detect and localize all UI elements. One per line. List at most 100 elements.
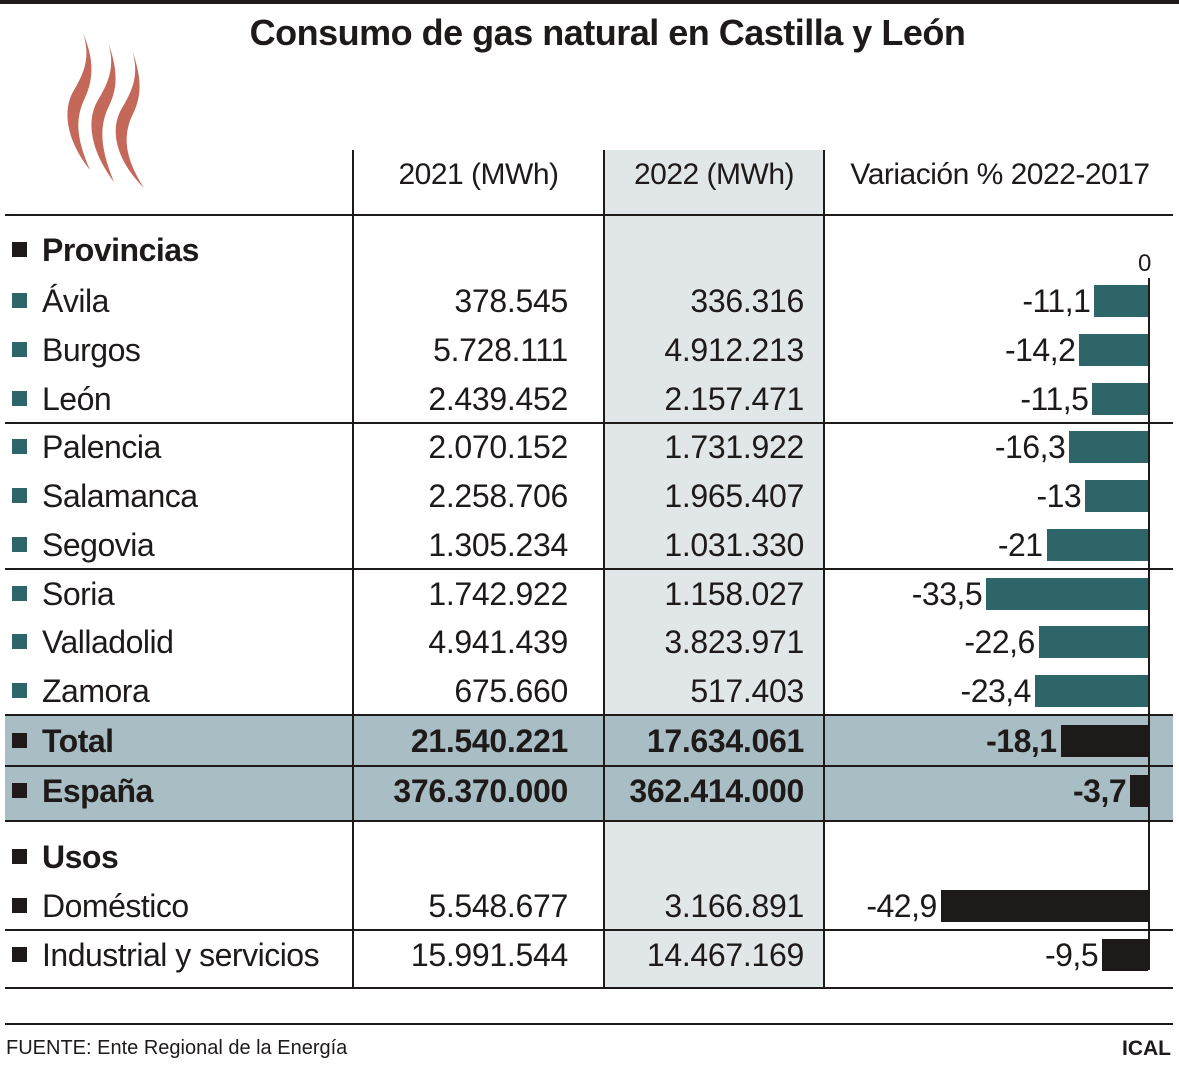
section-label: Provincias [42,232,199,268]
variation-bar [1038,626,1148,658]
axis-zero-label: 0 [1138,250,1152,277]
value-2021: 2.439.452 [428,381,568,417]
value-2022: 517.403 [690,673,804,709]
value-2021: 2.258.706 [428,478,568,514]
value-2022: 1.158.027 [664,576,804,612]
variation-label: -21 [997,527,1043,563]
value-2021: 4.941.439 [428,624,568,660]
square-bullet-icon [12,849,27,865]
column-header-variation: Variación % 2022-2017 [850,158,1150,191]
row-label: Industrial y servicios [12,932,320,978]
total-band [5,716,1173,766]
column-header-2021: 2021 (MWh) [398,158,559,191]
value-2021: 15.991.544 [410,937,568,973]
value-2022: 2.157.471 [664,381,804,417]
row-label: Soria [12,571,115,617]
row-label-text: Zamora [42,673,150,709]
row-label-text: Industrial y servicios [42,937,320,973]
value-2022: 336.316 [690,283,804,319]
flame-stroke [115,50,144,188]
variation-bar [1046,529,1148,561]
value-2022: 1.965.407 [664,478,804,514]
chart-title: Consumo de gas natural en Castilla y Leó… [249,12,966,53]
variation-label: -16,3 [994,429,1066,465]
variation-bar [1034,675,1148,707]
row-label: Zamora [12,668,150,714]
variation-label: -18,1 [986,723,1057,759]
variation-label: -42,9 [866,888,937,924]
square-bullet-icon [12,634,27,650]
row-label-text: Salamanca [42,478,198,514]
variation-bar [1085,480,1148,512]
square-bullet-icon [12,242,27,258]
top-rule [0,0,1179,4]
variation-bar [1102,939,1148,971]
source-note: FUENTE: Ente Regional de la Energía [6,1037,348,1059]
square-bullet-icon [12,391,27,407]
value-2021: 1.305.234 [428,527,568,563]
square-bullet-icon [12,537,27,553]
row-label: Ávila [12,278,109,324]
row-label-text: Valladolid [42,624,174,660]
variation-bar [1060,725,1148,757]
variation-label: -13 [1036,478,1082,514]
variation-label: -33,5 [911,576,983,612]
value-2021: 675.660 [454,673,568,709]
row-label: León [12,376,112,422]
section-provincias: Provincias [12,227,199,273]
row-group-rule [5,820,1173,822]
value-2022: 1.731.922 [664,429,804,465]
row-group-rule [5,422,1173,424]
variation-bar [940,890,1148,922]
value-2021: 1.742.922 [428,576,568,612]
value-2021: 2.070.152 [428,429,568,465]
row-label-text: Doméstico [42,888,189,924]
value-2022: 3.823.971 [664,624,804,660]
flame-stroke [67,33,92,170]
row-label: España [12,768,153,814]
value-2022: 362.414.000 [629,773,804,809]
row-label-text: Segovia [42,527,155,563]
bar-zero-axis [1148,278,1150,970]
square-bullet-icon [12,683,27,699]
variation-label: -11,1 [1022,283,1091,319]
espana-band [5,766,1173,821]
row-group-rule [5,714,1173,716]
square-bullet-icon [12,586,27,602]
value-2021: 5.548.677 [428,888,568,924]
value-2021: 376.370.000 [393,773,568,809]
section-label: Usos [42,839,119,875]
variation-label: -11,5 [1020,381,1089,417]
flame-stroke [91,42,116,182]
square-bullet-icon [12,342,27,358]
row-label-text: León [42,381,112,417]
variation-label: -3,7 [1072,773,1127,809]
row-label: Valladolid [12,619,174,665]
square-bullet-icon [12,783,27,799]
square-bullet-icon [12,439,27,455]
table-bottom-rule [5,987,1173,989]
value-2022: 4.912.213 [664,332,804,368]
row-label-text: Burgos [42,332,141,368]
row-label-text: Soria [42,576,115,612]
row-group-rule [5,929,1173,931]
square-bullet-icon [12,293,27,309]
variation-bar [1094,285,1148,317]
square-bullet-icon [12,898,27,914]
variation-bar [1130,775,1148,807]
variation-bar [1079,334,1148,366]
row-label: Burgos [12,327,141,373]
row-label: Palencia [12,424,161,470]
variation-bar [1069,431,1148,463]
row-label: Doméstico [12,883,189,929]
flame-icon [67,33,144,188]
value-2021: 21.540.221 [410,723,568,759]
variation-bar [1092,383,1148,415]
header-rule [5,214,1173,216]
value-2022: 3.166.891 [664,888,804,924]
row-label-text: Ávila [42,283,109,319]
row-group-rule [5,765,1173,767]
row-label-text: España [42,773,153,809]
row-label-text: Total [42,723,114,759]
variation-label: -23,4 [960,673,1032,709]
